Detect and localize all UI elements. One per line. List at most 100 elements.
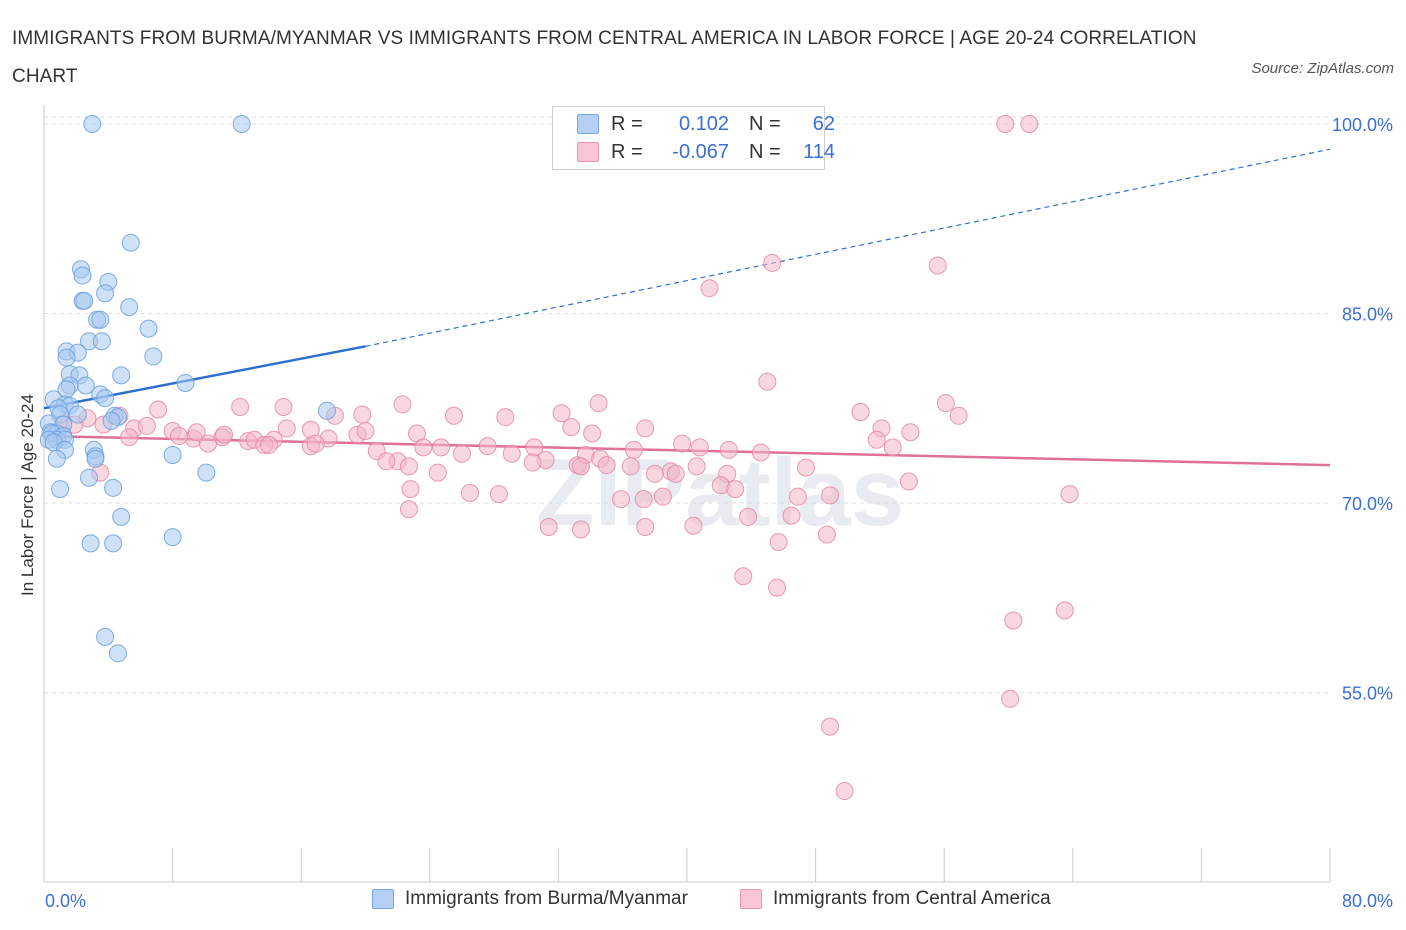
point-central-america xyxy=(645,464,664,483)
point-burma xyxy=(232,114,251,133)
point-burma xyxy=(96,284,115,303)
point-central-america xyxy=(353,405,372,424)
point-central-america xyxy=(817,525,836,544)
point-central-america xyxy=(478,437,497,456)
point-burma xyxy=(112,366,131,385)
point-central-america xyxy=(899,472,918,491)
point-central-america xyxy=(788,487,807,506)
point-central-america xyxy=(634,490,653,509)
point-central-america xyxy=(137,416,156,435)
point-central-america xyxy=(399,457,418,476)
legend-row-central-america: R = -0.067 N = 114 xyxy=(553,138,835,166)
r-label: R = xyxy=(611,112,643,135)
point-central-america xyxy=(719,440,738,459)
pink-swatch xyxy=(740,889,762,909)
point-central-america xyxy=(277,419,296,438)
point-central-america xyxy=(452,444,471,463)
trend-lines xyxy=(43,148,1331,467)
point-central-america xyxy=(768,578,787,597)
point-central-america xyxy=(936,394,955,413)
y-tick-label: 55.0% xyxy=(1342,683,1393,703)
point-central-america xyxy=(673,434,692,453)
point-burma xyxy=(51,480,70,499)
y-tick-label: 100.0% xyxy=(1332,115,1393,135)
point-burma xyxy=(120,298,139,317)
point-burma xyxy=(96,627,115,646)
blue-swatch xyxy=(372,889,394,909)
trend-line-burma-extension xyxy=(365,148,1331,347)
point-burma xyxy=(121,233,140,252)
point-central-america xyxy=(1004,611,1023,630)
blue-swatch xyxy=(577,114,599,134)
point-burma xyxy=(96,389,115,408)
source-label: Source: ZipAtlas.com xyxy=(1251,60,1394,77)
point-burma xyxy=(86,449,105,468)
point-central-america xyxy=(684,516,703,535)
point-burma xyxy=(163,528,182,547)
point-central-america xyxy=(432,438,451,457)
point-central-america xyxy=(835,782,854,801)
point-burma xyxy=(92,332,111,351)
point-central-america xyxy=(187,423,206,442)
point-central-america xyxy=(769,533,788,552)
trend-line-burma xyxy=(43,345,366,410)
point-central-america xyxy=(571,457,590,476)
point-central-america xyxy=(414,438,433,457)
point-central-america xyxy=(502,444,521,463)
point-central-america xyxy=(597,456,616,475)
point-central-america xyxy=(149,400,168,419)
x-tick-label: 0.0% xyxy=(45,891,86,911)
pink-swatch xyxy=(577,142,599,162)
point-burma xyxy=(197,463,216,482)
point-central-america xyxy=(690,438,709,457)
correlation-legend: R = 0.102 N = 62 R = -0.067 N = 114 xyxy=(552,106,835,170)
point-burma xyxy=(75,291,94,310)
point-central-america xyxy=(636,517,655,536)
point-central-america xyxy=(758,372,777,391)
series-legend: Immigrants from Burma/Myanmar Immigrants… xyxy=(0,888,1406,916)
point-central-america xyxy=(377,452,396,471)
point-burma xyxy=(104,478,123,497)
point-burma xyxy=(68,405,87,424)
n-value: 62 xyxy=(812,112,835,135)
point-burma xyxy=(108,644,127,663)
n-label: N = xyxy=(749,112,781,135)
point-burma xyxy=(76,376,95,395)
point-burma xyxy=(176,373,195,392)
point-central-america xyxy=(1020,114,1039,133)
point-central-america xyxy=(583,424,602,443)
point-central-america xyxy=(460,483,479,502)
point-burma xyxy=(80,468,99,487)
point-central-america xyxy=(170,427,189,446)
y-tick-label: 85.0% xyxy=(1342,304,1393,324)
tick-labels: 55.0% 70.0% 85.0% 100.0% 0.0% 80.0% xyxy=(45,115,1393,911)
point-central-america xyxy=(734,567,753,586)
point-central-america xyxy=(621,457,640,476)
point-central-america xyxy=(571,520,590,539)
point-burma xyxy=(104,534,123,553)
point-central-america xyxy=(356,421,375,440)
point-central-america xyxy=(1055,601,1074,620)
point-central-america xyxy=(428,463,447,482)
point-central-america xyxy=(496,408,515,427)
point-central-america xyxy=(666,464,685,483)
point-central-america xyxy=(624,440,643,459)
point-central-america xyxy=(867,430,886,449)
x-tick-label: 80.0% xyxy=(1342,891,1393,911)
point-central-america xyxy=(489,485,508,504)
point-central-america xyxy=(739,507,758,526)
point-central-america xyxy=(1060,485,1079,504)
point-central-america xyxy=(821,486,840,505)
point-central-america xyxy=(399,500,418,519)
point-central-america xyxy=(653,487,672,506)
point-burma xyxy=(144,347,163,366)
point-burma xyxy=(73,266,92,285)
point-burma xyxy=(317,401,336,420)
point-burma xyxy=(163,445,182,464)
point-central-america xyxy=(562,418,581,437)
legend-label-central-america: Immigrants from Central America xyxy=(773,888,1051,909)
r-value: -0.067 xyxy=(672,140,729,163)
point-central-america xyxy=(612,490,631,509)
point-central-america xyxy=(751,443,770,462)
point-central-america xyxy=(796,458,815,477)
